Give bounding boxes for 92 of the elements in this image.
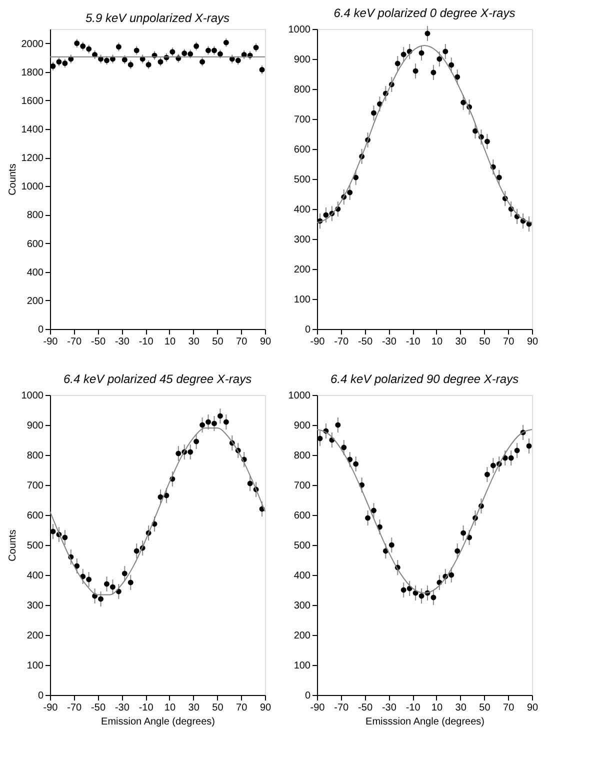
x-tick-label: -10 bbox=[138, 336, 154, 348]
x-tick-label: 30 bbox=[188, 336, 200, 348]
chart-title: 6.4 keV polarized 90 degree X-rays bbox=[330, 372, 519, 386]
y-tick-label: 400 bbox=[26, 267, 44, 278]
x-tick-label: 50 bbox=[479, 336, 491, 348]
x-tick-label: -30 bbox=[382, 336, 397, 348]
y-tick-label: 600 bbox=[26, 510, 44, 522]
x-tick-label: 10 bbox=[164, 336, 176, 348]
x-tick-label: 50 bbox=[479, 702, 491, 714]
y-tick-label: 300 bbox=[294, 234, 311, 246]
y-tick-label: 600 bbox=[294, 144, 311, 156]
x-tick-label: -90 bbox=[310, 336, 326, 348]
x-tick-label: -50 bbox=[358, 336, 373, 348]
x-tick-label: -90 bbox=[43, 336, 58, 348]
y-tick-label: 1800 bbox=[21, 67, 44, 78]
x-axis-title: Emisssion Angle (degrees) bbox=[366, 716, 484, 728]
y-axis-title: Counts bbox=[7, 530, 18, 562]
x-tick-label: -30 bbox=[114, 336, 130, 348]
y-tick-label: 100 bbox=[26, 660, 44, 672]
y-tick-label: 400 bbox=[294, 204, 311, 216]
y-tick-label: 0 bbox=[304, 690, 311, 702]
x-axis-title: Emission Angle (degrees) bbox=[101, 716, 215, 728]
y-tick-label: 100 bbox=[294, 294, 311, 306]
x-tick-label: -50 bbox=[358, 702, 373, 714]
chart-title: 6.4 keV polarized 45 degree X-rays bbox=[63, 372, 252, 386]
chart-title: 5.9 keV unpolarized X-rays bbox=[85, 11, 230, 25]
y-tick-label: 600 bbox=[26, 238, 44, 250]
y-tick-label: 1000 bbox=[21, 182, 44, 193]
y-tick-label: 0 bbox=[38, 324, 44, 336]
y-tick-label: 800 bbox=[294, 84, 311, 96]
chart-title: 6.4 keV polarized 0 degree X-rays bbox=[334, 6, 516, 20]
y-tick-label: 1200 bbox=[21, 153, 44, 164]
y-tick-label: 500 bbox=[294, 174, 311, 186]
y-axis-title: Counts bbox=[7, 164, 18, 196]
x-tick-label: 90 bbox=[526, 336, 538, 348]
x-tick-label: -30 bbox=[114, 702, 130, 714]
y-tick-label: 900 bbox=[294, 54, 311, 66]
x-tick-label: 30 bbox=[455, 336, 467, 348]
x-tick-label: -10 bbox=[138, 702, 154, 714]
y-tick-label: 200 bbox=[294, 630, 311, 642]
y-tick-label: 600 bbox=[294, 510, 311, 522]
y-tick-label: 1600 bbox=[21, 96, 44, 107]
x-tick-label: 10 bbox=[164, 702, 176, 714]
x-tick-label: 90 bbox=[260, 336, 272, 348]
y-tick-label: 800 bbox=[294, 450, 311, 462]
x-tick-label: 70 bbox=[503, 702, 515, 714]
y-tick-label: 400 bbox=[26, 570, 44, 582]
x-tick-label: 50 bbox=[212, 702, 224, 714]
x-tick-label: 90 bbox=[526, 702, 538, 714]
x-tick-label: -10 bbox=[406, 702, 421, 714]
x-tick-label: -50 bbox=[91, 336, 106, 348]
x-tick-label: -50 bbox=[91, 702, 106, 714]
y-tick-label: 800 bbox=[26, 210, 44, 222]
y-tick-label: 2000 bbox=[21, 38, 44, 50]
y-tick-label: 1000 bbox=[288, 390, 311, 402]
x-tick-label: 90 bbox=[260, 702, 272, 714]
x-tick-label: 30 bbox=[455, 702, 467, 714]
x-tick-label: -70 bbox=[67, 336, 82, 348]
y-tick-label: 900 bbox=[26, 420, 44, 432]
y-tick-label: 800 bbox=[26, 450, 44, 462]
y-tick-label: 700 bbox=[26, 480, 44, 492]
y-tick-label: 300 bbox=[26, 600, 44, 612]
y-tick-label: 200 bbox=[26, 296, 44, 307]
x-tick-label: -70 bbox=[334, 702, 350, 714]
y-tick-label: 500 bbox=[294, 540, 311, 552]
y-tick-label: 700 bbox=[294, 480, 311, 492]
x-tick-label: 70 bbox=[236, 702, 248, 714]
x-tick-label: -90 bbox=[43, 702, 58, 714]
y-tick-label: 1000 bbox=[288, 24, 311, 36]
x-tick-label: 70 bbox=[503, 336, 515, 348]
x-tick-label: 70 bbox=[236, 336, 248, 348]
y-tick-label: 0 bbox=[304, 324, 311, 336]
x-tick-label: 50 bbox=[212, 336, 224, 348]
y-tick-label: 100 bbox=[294, 660, 311, 672]
y-tick-label: 400 bbox=[294, 570, 311, 582]
x-tick-label: -90 bbox=[310, 702, 326, 714]
y-tick-label: 300 bbox=[294, 600, 311, 612]
y-tick-label: 900 bbox=[294, 420, 311, 432]
x-tick-label: 10 bbox=[431, 702, 443, 714]
x-tick-label: 10 bbox=[431, 336, 443, 348]
x-tick-label: -30 bbox=[382, 702, 397, 714]
y-tick-label: 500 bbox=[26, 540, 44, 552]
x-tick-label: -70 bbox=[334, 336, 350, 348]
y-tick-label: 200 bbox=[26, 630, 44, 642]
y-tick-label: 0 bbox=[38, 690, 44, 702]
y-tick-label: 1000 bbox=[21, 390, 44, 402]
y-tick-label: 200 bbox=[294, 264, 311, 276]
x-tick-label: -10 bbox=[406, 336, 421, 348]
x-tick-label: -70 bbox=[67, 702, 82, 714]
y-tick-label: 700 bbox=[294, 114, 311, 126]
y-tick-label: 1400 bbox=[21, 124, 44, 136]
x-tick-label: 30 bbox=[188, 702, 200, 714]
